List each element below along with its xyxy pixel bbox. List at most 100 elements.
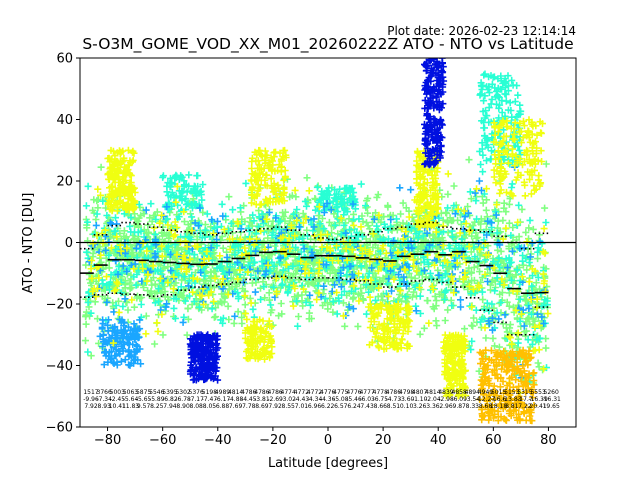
scatter-series-orange bbox=[476, 346, 538, 425]
bin-count-label: 4774 bbox=[281, 389, 296, 396]
bin-median-label: -3.54 bbox=[465, 396, 481, 403]
bin-median-label: -6.78 bbox=[175, 396, 191, 403]
bin-median-label: -16.39 bbox=[528, 396, 548, 403]
bin-annotation-layer: 1517376650035063587555465395530253765198… bbox=[83, 389, 561, 410]
bin-median-label: -7.47 bbox=[202, 396, 218, 403]
bin-median-label: -2.98 bbox=[438, 396, 454, 403]
bin-median-label: -6.09 bbox=[451, 396, 467, 403]
bin-count-label: 5260 bbox=[544, 389, 559, 396]
bin-spread-label: 10.41 bbox=[109, 403, 126, 410]
bin-spread-label: 6.96 bbox=[308, 403, 322, 410]
bin-count-label: 5063 bbox=[123, 389, 138, 396]
bin-median-label: -4.36 bbox=[320, 396, 336, 403]
bin-count-label: 1517 bbox=[83, 389, 98, 396]
bin-median-label: -5.65 bbox=[136, 396, 152, 403]
statistics-overlay-layer bbox=[80, 221, 576, 336]
bin-count-label: 4949 bbox=[478, 389, 493, 396]
bin-spread-label: 8.25 bbox=[150, 403, 164, 410]
bin-median-label: -7.17 bbox=[188, 396, 204, 403]
bin-median-label: -4.45 bbox=[241, 396, 257, 403]
bin-count-label: 5875 bbox=[136, 389, 151, 396]
y-tick-label: 40 bbox=[56, 113, 73, 128]
bin-spread-label: 8.66 bbox=[374, 403, 388, 410]
bin-median-label: -5.64 bbox=[123, 396, 139, 403]
bin-count-label: 4814 bbox=[425, 389, 440, 396]
bin-spread-label: 8.69 bbox=[255, 403, 269, 410]
bin-count-label: 4807 bbox=[412, 389, 427, 396]
bin-spread-label: 7.92 bbox=[84, 403, 98, 410]
bin-spread-label: 3.26 bbox=[413, 403, 427, 410]
bin-count-label: 4772 bbox=[294, 389, 309, 396]
bin-count-label: 4778 bbox=[373, 389, 388, 396]
bin-count-label: 4772 bbox=[307, 389, 322, 396]
scatter-series-dark bbox=[186, 58, 448, 384]
bin-median-label: -4.34 bbox=[307, 396, 323, 403]
bin-spread-label: 3.36 bbox=[426, 403, 440, 410]
bin-spread-label: 8.51 bbox=[387, 403, 401, 410]
bin-median-label: -6.82 bbox=[162, 396, 178, 403]
y-tick-label: 0 bbox=[65, 236, 73, 251]
x-tick-label: −80 bbox=[94, 433, 121, 448]
bin-count-label: 4989 bbox=[215, 389, 230, 396]
x-tick-label: 40 bbox=[430, 433, 447, 448]
bin-count-label: 4776 bbox=[346, 389, 361, 396]
bin-count-label: 5153 bbox=[504, 389, 519, 396]
bin-spread-label: 11.83 bbox=[122, 403, 139, 410]
bin-median-label: -9.96 bbox=[83, 396, 99, 403]
bin-spread-label: 7.69 bbox=[229, 403, 243, 410]
bin-spread-label: 20.41 bbox=[530, 403, 547, 410]
bin-median-label: -4.88 bbox=[228, 396, 244, 403]
bin-count-label: 5315 bbox=[517, 389, 532, 396]
bin-count-label: 5546 bbox=[149, 389, 164, 396]
y-axis-label: ATO - NTO [DU] bbox=[21, 193, 36, 294]
y-tick-label: −20 bbox=[46, 298, 73, 313]
bin-count-label: 4894 bbox=[465, 389, 480, 396]
bin-spread-label: 8.08 bbox=[190, 403, 204, 410]
bin-spread-label: 2.96 bbox=[439, 403, 453, 410]
bin-spread-label: 6.88 bbox=[216, 403, 230, 410]
x-axis: −80 −60 −40 −20 0 20 40 60 80 bbox=[94, 427, 557, 448]
bin-median-label: -4.73 bbox=[386, 396, 402, 403]
bin-median-label: -12.27 bbox=[476, 396, 496, 403]
bin-count-label: 5395 bbox=[162, 389, 177, 396]
bin-median-label: -17.7 bbox=[517, 396, 533, 403]
x-tick-label: −40 bbox=[204, 433, 231, 448]
bin-count-label: 4777 bbox=[359, 389, 374, 396]
bin-spread-label: 0.10 bbox=[400, 403, 414, 410]
bin-count-label: 4798 bbox=[399, 389, 414, 396]
bin-spread-label: 7.01 bbox=[295, 403, 309, 410]
bin-count-label: 5015 bbox=[491, 389, 506, 396]
bin-count-label: 5198 bbox=[202, 389, 217, 396]
bin-spread-label: 7.92 bbox=[268, 403, 282, 410]
bin-median-label: -5.46 bbox=[346, 396, 362, 403]
bin-spread-label: 7.43 bbox=[360, 403, 374, 410]
bin-median-label: -6.17 bbox=[215, 396, 231, 403]
bin-median-label: -1.10 bbox=[412, 396, 428, 403]
bin-count-label: 5553 bbox=[530, 389, 545, 396]
x-tick-label: 80 bbox=[540, 433, 557, 448]
y-tick-label: −60 bbox=[46, 421, 73, 436]
bin-spread-label: 19.65 bbox=[543, 403, 560, 410]
bin-median-label: -5.89 bbox=[149, 396, 165, 403]
scatter-cloud-layer bbox=[82, 58, 552, 425]
bin-median-label: -6.03 bbox=[359, 396, 375, 403]
bin-spread-label: 7.22 bbox=[518, 403, 532, 410]
bin-spread-label: 8.33 bbox=[466, 403, 480, 410]
x-axis-label: Latitude [degrees] bbox=[268, 456, 388, 471]
bin-spread-label: 8.05 bbox=[203, 403, 217, 410]
plot-date: Plot date: 2026-02-23 12:14:14 bbox=[387, 24, 576, 38]
bin-median-label: -2.45 bbox=[110, 396, 126, 403]
bin-count-label: 5376 bbox=[189, 389, 204, 396]
bin-median-label: -7.34 bbox=[96, 396, 112, 403]
y-tick-label: 20 bbox=[56, 175, 73, 190]
y-tick-label: 60 bbox=[56, 52, 73, 67]
bin-count-label: 5003 bbox=[110, 389, 125, 396]
bin-median-label: -6.75 bbox=[373, 396, 389, 403]
bin-median-label: -2.69 bbox=[267, 396, 283, 403]
bin-count-label: 4839 bbox=[438, 389, 453, 396]
x-tick-label: 20 bbox=[375, 433, 392, 448]
bin-spread-label: 6.22 bbox=[321, 403, 335, 410]
bin-count-label: 4786 bbox=[386, 389, 401, 396]
bin-spread-label: 7.78 bbox=[242, 403, 256, 410]
bin-median-label: -16.31 bbox=[542, 396, 562, 403]
